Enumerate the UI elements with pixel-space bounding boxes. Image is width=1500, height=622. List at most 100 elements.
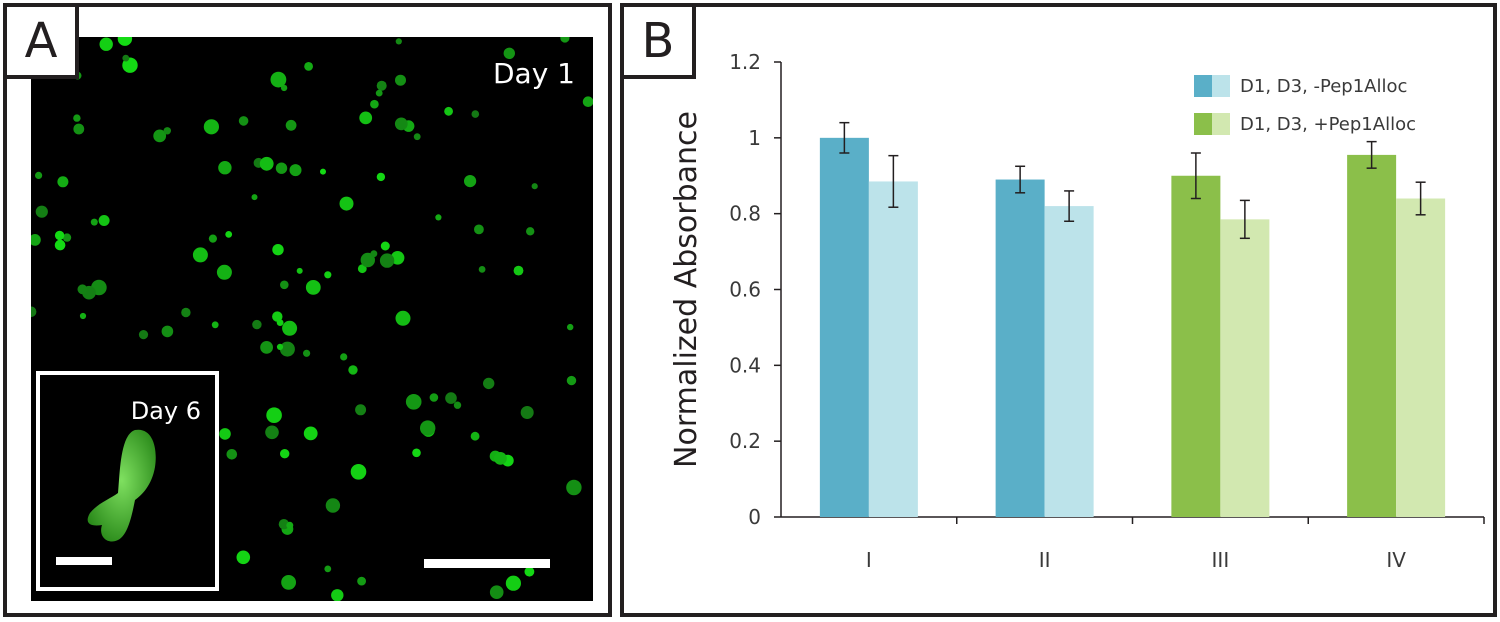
cell: [276, 343, 284, 350]
cell: [524, 566, 535, 577]
cell: [360, 252, 375, 268]
cell: [117, 37, 133, 46]
cell: [304, 62, 313, 71]
cell: [478, 266, 486, 273]
x-tick-label: I: [866, 548, 872, 572]
cell: [266, 407, 282, 424]
cell: [331, 589, 344, 601]
cell: [35, 171, 43, 179]
panel-a: A Day 1 Day 6: [3, 3, 612, 617]
cell: [272, 311, 283, 322]
x-tick-label: II: [1039, 548, 1051, 572]
cell: [35, 205, 48, 218]
cell: [57, 176, 69, 188]
y-tick-label: 1: [748, 126, 761, 150]
legend-swatch-light: [1212, 113, 1230, 135]
micrograph-day1: Day 1 Day 6: [31, 37, 593, 601]
cell: [203, 119, 219, 135]
cell: [31, 306, 37, 318]
cell: [77, 284, 88, 295]
cell: [413, 133, 421, 141]
cell: [225, 231, 233, 238]
cell: [31, 234, 41, 246]
cell: [324, 271, 332, 279]
cell: [474, 224, 484, 235]
cell: [252, 319, 262, 330]
y-tick-label: 1.2: [729, 50, 761, 74]
cell: [216, 264, 232, 280]
cell: [560, 37, 570, 43]
cell: [281, 575, 296, 590]
cell: [278, 519, 290, 530]
cell: [54, 239, 66, 251]
cell: [289, 164, 302, 177]
cell: [98, 215, 110, 226]
bar-D1-IV: [1347, 154, 1397, 518]
cell: [73, 123, 85, 135]
cell: [357, 576, 366, 586]
cell: [286, 521, 294, 529]
cell: [520, 406, 534, 419]
cell: [445, 392, 457, 404]
cell: [99, 37, 113, 51]
cell: [236, 550, 251, 565]
cell: [566, 375, 577, 386]
cell: [282, 320, 298, 336]
cell: [265, 425, 279, 440]
cell: [192, 247, 208, 263]
inset-cell: [87, 429, 156, 542]
bar-D1-I: [819, 137, 869, 518]
legend-label: D1, D3, +Pep1Alloc: [1240, 114, 1416, 135]
cell: [219, 428, 231, 440]
cell: [503, 47, 515, 59]
cell: [303, 426, 318, 441]
cell: [208, 234, 217, 243]
cell: [138, 330, 149, 340]
cell: [272, 244, 284, 256]
bar-D1-III: [1171, 175, 1221, 517]
cell: [357, 264, 367, 274]
cell: [280, 280, 289, 290]
cell: [296, 267, 303, 274]
day-label: Day 1: [492, 57, 575, 90]
cell: [305, 280, 321, 295]
cell: [54, 230, 65, 241]
cell: [526, 227, 535, 236]
bar-D3-III: [1220, 219, 1270, 517]
cell: [379, 253, 395, 268]
cell: [483, 377, 495, 390]
cell: [566, 479, 582, 496]
y-tick-label: 0.4: [729, 353, 761, 377]
cell: [435, 214, 442, 221]
cell: [376, 80, 387, 91]
cell: [395, 38, 402, 45]
panel-a-label: A: [7, 7, 79, 79]
cell: [285, 119, 297, 131]
cell: [395, 310, 411, 326]
cell: [62, 233, 72, 242]
cell: [394, 117, 408, 131]
cell: [531, 183, 538, 190]
cell: [470, 431, 480, 441]
cell: [260, 341, 273, 354]
cell: [325, 498, 341, 513]
cell: [395, 74, 406, 86]
cell: [412, 448, 421, 458]
cell: [582, 96, 593, 107]
bar-D3-I: [868, 181, 918, 517]
panel-b-label: B: [624, 7, 696, 79]
cell: [444, 106, 453, 116]
cell: [161, 325, 174, 338]
x-tick-label: IV: [1386, 548, 1406, 572]
cell: [280, 449, 290, 459]
cell: [90, 218, 98, 226]
cell: [275, 162, 288, 174]
cell: [405, 394, 422, 410]
cell: [375, 89, 383, 97]
cell: [279, 341, 295, 357]
y-tick-label: 0.2: [729, 429, 761, 453]
cell: [348, 365, 358, 375]
cell: [79, 312, 87, 320]
cell: [211, 321, 219, 329]
legend-swatch-light: [1212, 75, 1230, 97]
